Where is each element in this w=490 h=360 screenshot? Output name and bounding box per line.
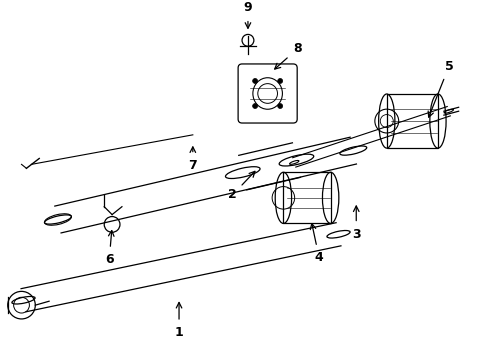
Text: 4: 4 <box>315 251 323 264</box>
Circle shape <box>253 104 258 108</box>
Text: 7: 7 <box>189 159 197 172</box>
Text: 2: 2 <box>228 188 237 201</box>
Circle shape <box>278 104 283 108</box>
Bar <box>283 172 331 224</box>
Text: 6: 6 <box>105 253 114 266</box>
Circle shape <box>253 78 258 84</box>
Text: 5: 5 <box>444 60 453 73</box>
Text: 8: 8 <box>293 42 302 55</box>
Text: 3: 3 <box>352 228 361 241</box>
Text: 1: 1 <box>174 326 183 339</box>
Bar <box>387 94 438 148</box>
Circle shape <box>278 78 283 84</box>
Text: 9: 9 <box>244 1 252 14</box>
